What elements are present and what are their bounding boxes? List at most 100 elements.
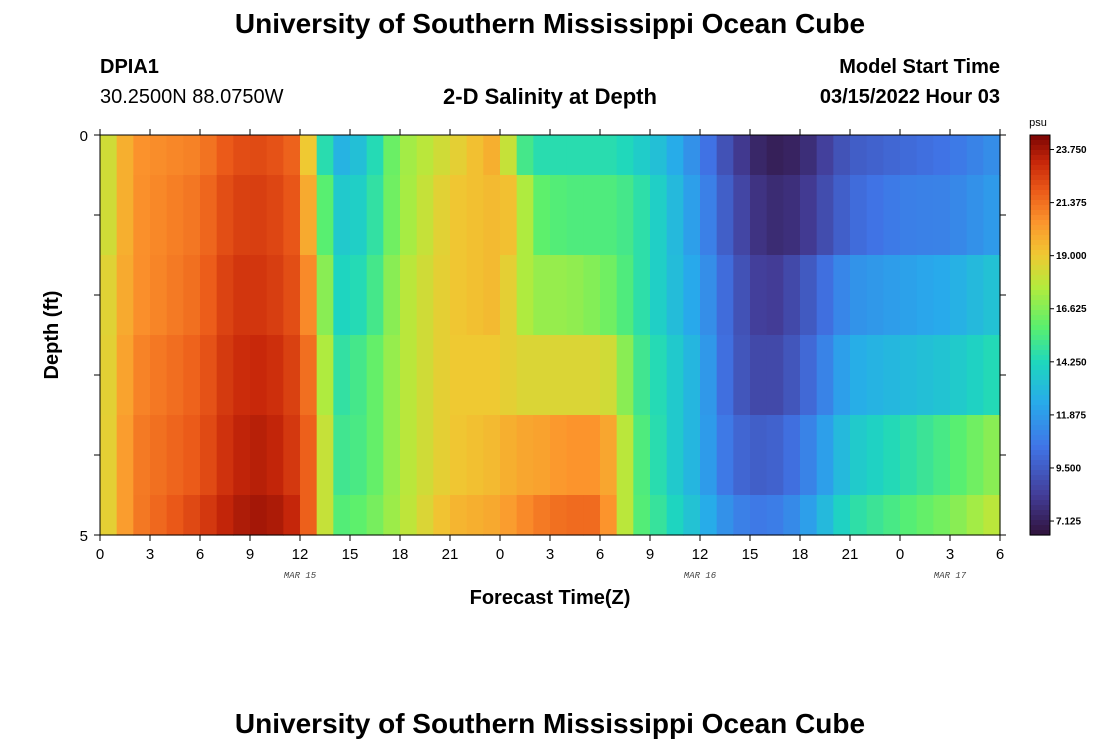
heatmap-cell: [316, 495, 334, 536]
heatmap-cell: [250, 415, 268, 496]
heatmap-cell: [416, 495, 434, 536]
heatmap-cell: [150, 335, 168, 416]
heatmap-cell: [916, 495, 934, 536]
colorbar-segment: [1030, 445, 1050, 451]
heatmap-cell: [633, 415, 651, 496]
heatmap-cell: [500, 255, 518, 336]
heatmap-cell: [216, 415, 234, 496]
heatmap-cell: [933, 175, 951, 256]
heatmap-cell: [666, 335, 684, 416]
heatmap-cell: [983, 335, 1001, 416]
heatmap-cell: [833, 255, 851, 336]
heatmap-cell: [116, 335, 134, 416]
colorbar-segment: [1030, 400, 1050, 406]
heatmap-cell: [633, 335, 651, 416]
heatmap-cell: [700, 415, 718, 496]
x-tick-label: 9: [646, 546, 654, 563]
heatmap-cell: [450, 255, 468, 336]
heatmap-cell: [283, 135, 301, 176]
colorbar-segment: [1030, 335, 1050, 341]
heatmap-cell: [950, 495, 968, 536]
heatmap-cell: [750, 335, 768, 416]
heatmap-cell: [383, 495, 401, 536]
heatmap-cell: [633, 175, 651, 256]
colorbar-segment: [1030, 140, 1050, 146]
heatmap-cell: [266, 135, 284, 176]
heatmap-cell: [316, 135, 334, 176]
heatmap-cell: [583, 495, 601, 536]
heatmap-cell: [283, 415, 301, 496]
heatmap-cell: [933, 495, 951, 536]
date-label: MAR 17: [934, 571, 967, 581]
colorbar-tick-label: 23.750: [1056, 145, 1087, 156]
heatmap-cell: [966, 255, 984, 336]
heatmap-cell: [850, 495, 868, 536]
heatmap-cell: [250, 135, 268, 176]
heatmap-cell: [566, 335, 584, 416]
heatmap-cell: [800, 135, 818, 176]
x-tick-label: 0: [496, 546, 504, 563]
heatmap-cell: [516, 335, 534, 416]
colorbar-frame: [1029, 134, 1051, 536]
heatmap-cell: [966, 135, 984, 176]
heatmap-cell: [616, 175, 634, 256]
colorbar-segment: [1030, 285, 1050, 291]
colorbar-segment: [1030, 330, 1050, 336]
heatmap-cell: [500, 135, 518, 176]
heatmap-cell: [333, 175, 351, 256]
heatmap-cell: [350, 495, 368, 536]
heatmap-cell: [200, 255, 218, 336]
heatmap-cell: [233, 135, 251, 176]
heatmap-cell: [116, 415, 134, 496]
heatmap-cell: [483, 335, 501, 416]
colorbar-segment: [1030, 500, 1050, 506]
heatmap-cell: [950, 135, 968, 176]
colorbar-segment: [1030, 380, 1050, 386]
heatmap-cell: [866, 175, 884, 256]
colorbar-segment: [1030, 270, 1050, 276]
colorbar-segment: [1030, 460, 1050, 466]
colorbar-segment: [1030, 230, 1050, 236]
colorbar-segment: [1030, 350, 1050, 356]
heatmap-cell: [750, 135, 768, 176]
heatmap-cell: [650, 175, 668, 256]
colorbar-segment: [1030, 440, 1050, 446]
heatmap-cell: [400, 415, 418, 496]
heatmap-cell: [633, 495, 651, 536]
heatmap-cell: [133, 415, 151, 496]
heatmap-cell: [583, 335, 601, 416]
heatmap-cell: [416, 415, 434, 496]
colorbar-segment: [1030, 310, 1050, 316]
heatmap-cell: [366, 255, 384, 336]
heatmap-cell: [133, 335, 151, 416]
heatmap-cell: [650, 495, 668, 536]
heatmap-cell: [433, 255, 451, 336]
heatmap-cell: [616, 135, 634, 176]
heatmap-cell: [766, 415, 784, 496]
heatmap-cell: [550, 175, 568, 256]
heatmap-cell: [483, 255, 501, 336]
colorbar-segment: [1030, 385, 1050, 391]
heatmap-cell: [533, 415, 551, 496]
heatmap-cell: [716, 135, 734, 176]
heatmap-cell: [800, 495, 818, 536]
colorbar-segment: [1030, 195, 1050, 201]
heatmap-cell: [683, 135, 701, 176]
heatmap-cell: [800, 255, 818, 336]
x-tick-label: 0: [896, 546, 904, 563]
heatmap-cell: [600, 135, 618, 176]
heatmap-cell: [733, 495, 751, 536]
heatmap-cell: [483, 135, 501, 176]
x-tick-label: 18: [792, 546, 809, 563]
heatmap-cell: [816, 255, 834, 336]
heatmap-cell: [433, 175, 451, 256]
heatmap-cell: [116, 175, 134, 256]
heatmap-cell: [833, 415, 851, 496]
heatmap-cell: [333, 255, 351, 336]
heatmap-cell: [300, 255, 318, 336]
heatmap-cell: [866, 255, 884, 336]
colorbar-segment: [1030, 530, 1050, 536]
colorbar-segment: [1030, 145, 1050, 151]
heatmap-cell: [750, 175, 768, 256]
